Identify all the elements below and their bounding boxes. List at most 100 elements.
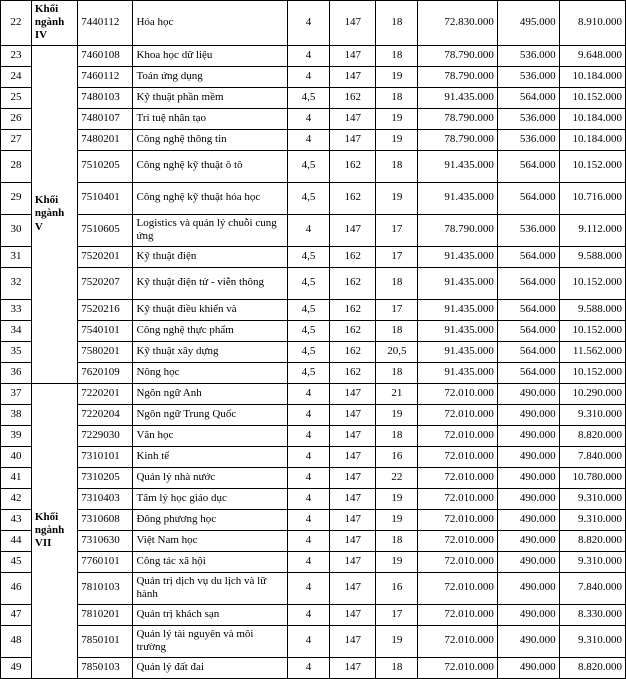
col-subjects: 19: [376, 108, 418, 129]
table-row: 457760101Công tác xã hội41471972.010.000…: [1, 551, 626, 572]
major-code: 7810201: [78, 604, 133, 625]
major-code: 7510205: [78, 150, 133, 182]
major-name: Quản lý tài nguyên và môi trường: [133, 625, 288, 657]
col-semester-fee: 9.648.000: [559, 45, 625, 66]
col-per-credit: 564.000: [497, 87, 559, 108]
col-semester-fee: 10.184.000: [559, 129, 625, 150]
col-subjects: 18: [376, 362, 418, 383]
col-years: 4: [288, 45, 330, 66]
major-code: 7310205: [78, 467, 133, 488]
col-credits: 162: [330, 246, 376, 267]
col-subjects: 18: [376, 1, 418, 46]
col-credits: 162: [330, 182, 376, 214]
major-code: 7440112: [78, 1, 133, 46]
major-name: Nông học: [133, 362, 288, 383]
col-subjects: 18: [376, 657, 418, 678]
col-per-credit: 490.000: [497, 383, 559, 404]
col-semester-fee: 9.588.000: [559, 246, 625, 267]
col-per-credit: 536.000: [497, 45, 559, 66]
major-code: 7810103: [78, 572, 133, 604]
major-code: 7620109: [78, 362, 133, 383]
col-credits: 147: [330, 657, 376, 678]
col-per-credit: 564.000: [497, 182, 559, 214]
col-years: 4,5: [288, 150, 330, 182]
table-row: 307510605Logistics và quản lý chuỗi cung…: [1, 214, 626, 246]
col-total-fee: 72.010.000: [418, 446, 498, 467]
table-row: 37Khối ngành VII7220201Ngôn ngữ Anh41472…: [1, 383, 626, 404]
col-total-fee: 72.010.000: [418, 572, 498, 604]
col-subjects: 18: [376, 150, 418, 182]
row-index: 28: [1, 150, 32, 182]
col-years: 4: [288, 530, 330, 551]
col-total-fee: 78.790.000: [418, 129, 498, 150]
table-row: 257480103Kỹ thuật phần mềm4,51621891.435…: [1, 87, 626, 108]
row-index: 49: [1, 657, 32, 678]
col-per-credit: 564.000: [497, 341, 559, 362]
col-subjects: 19: [376, 129, 418, 150]
col-subjects: 17: [376, 246, 418, 267]
col-total-fee: 72.010.000: [418, 551, 498, 572]
col-per-credit: 490.000: [497, 657, 559, 678]
major-code: 7310101: [78, 446, 133, 467]
col-semester-fee: 10.716.000: [559, 182, 625, 214]
col-credits: 147: [330, 425, 376, 446]
table-row: 347540101Công nghệ thực phẩm4,51621891.4…: [1, 320, 626, 341]
col-semester-fee: 8.330.000: [559, 604, 625, 625]
col-per-credit: 536.000: [497, 129, 559, 150]
col-years: 4: [288, 1, 330, 46]
row-index: 47: [1, 604, 32, 625]
col-total-fee: 72.010.000: [418, 657, 498, 678]
col-years: 4: [288, 551, 330, 572]
col-semester-fee: 11.562.000: [559, 341, 625, 362]
major-name: Trí tuệ nhân tạo: [133, 108, 288, 129]
major-code: 7480103: [78, 87, 133, 108]
major-name: Toán ứng dụng: [133, 66, 288, 87]
col-years: 4,5: [288, 341, 330, 362]
col-per-credit: 490.000: [497, 488, 559, 509]
col-semester-fee: 8.820.000: [559, 425, 625, 446]
col-semester-fee: 9.310.000: [559, 509, 625, 530]
col-years: 4: [288, 383, 330, 404]
col-years: 4,5: [288, 320, 330, 341]
major-code: 7220204: [78, 404, 133, 425]
col-semester-fee: 9.310.000: [559, 625, 625, 657]
major-name: Công nghệ thực phẩm: [133, 320, 288, 341]
col-credits: 162: [330, 362, 376, 383]
table-row: 287510205Công nghệ kỹ thuật ô tô4,516218…: [1, 150, 626, 182]
row-index: 35: [1, 341, 32, 362]
col-credits: 147: [330, 1, 376, 46]
col-years: 4: [288, 604, 330, 625]
col-per-credit: 490.000: [497, 509, 559, 530]
row-index: 27: [1, 129, 32, 150]
row-index: 37: [1, 383, 32, 404]
col-subjects: 22: [376, 467, 418, 488]
table-row: 297510401Công nghệ kỹ thuật hóa học4,516…: [1, 182, 626, 214]
major-name: Văn học: [133, 425, 288, 446]
col-years: 4: [288, 66, 330, 87]
col-years: 4,5: [288, 246, 330, 267]
col-credits: 147: [330, 446, 376, 467]
col-per-credit: 490.000: [497, 625, 559, 657]
row-index: 48: [1, 625, 32, 657]
major-name: Ngôn ngữ Anh: [133, 383, 288, 404]
col-credits: 147: [330, 625, 376, 657]
table-row: 407310101Kinh tế41471672.010.000490.0007…: [1, 446, 626, 467]
col-years: 4: [288, 509, 330, 530]
table-row: 397229030Văn học41471872.010.000490.0008…: [1, 425, 626, 446]
col-subjects: 21: [376, 383, 418, 404]
col-total-fee: 78.790.000: [418, 66, 498, 87]
col-per-credit: 564.000: [497, 246, 559, 267]
row-index: 41: [1, 467, 32, 488]
col-subjects: 17: [376, 299, 418, 320]
col-total-fee: 91.435.000: [418, 182, 498, 214]
row-index: 36: [1, 362, 32, 383]
col-years: 4: [288, 214, 330, 246]
col-semester-fee: 10.184.000: [559, 66, 625, 87]
col-semester-fee: 10.152.000: [559, 267, 625, 299]
table-row: 247460112Toán ứng dụng41471978.790.00053…: [1, 66, 626, 87]
table-row: 387220204Ngôn ngữ Trung Quốc41471972.010…: [1, 404, 626, 425]
col-per-credit: 490.000: [497, 404, 559, 425]
major-code: 7229030: [78, 425, 133, 446]
col-years: 4: [288, 446, 330, 467]
col-total-fee: 91.435.000: [418, 246, 498, 267]
